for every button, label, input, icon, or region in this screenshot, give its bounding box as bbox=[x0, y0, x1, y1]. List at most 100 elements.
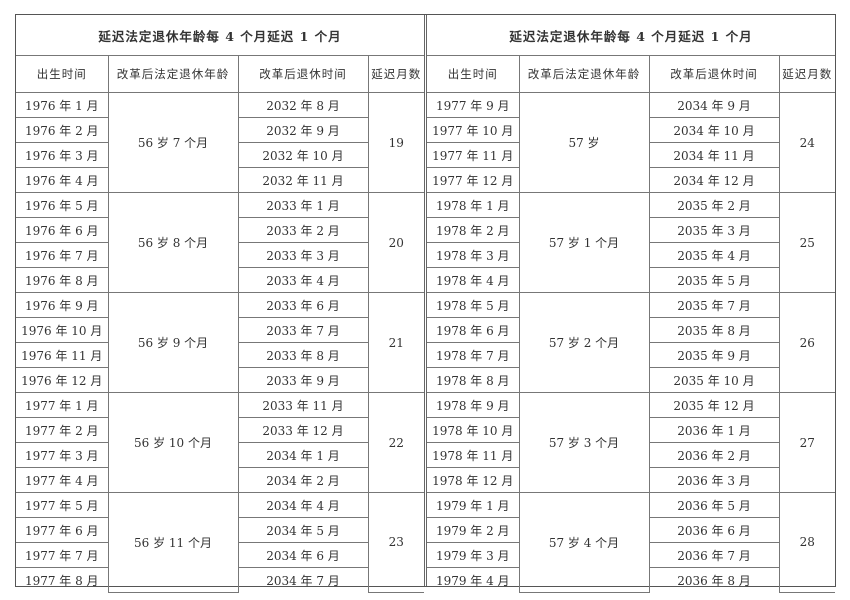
retirement-age-cell: 57 岁 4 个月 bbox=[518, 492, 650, 593]
birth-date-cell: 1977 年 11 月 bbox=[427, 142, 520, 168]
retirement-date-cell: 2035 年 8 月 bbox=[648, 317, 779, 343]
retirement-age-cell: 57 岁 3 个月 bbox=[518, 392, 650, 493]
birth-date-cell: 1977 年 1 月 bbox=[16, 392, 109, 418]
table-row: 1977 年 5 月 56 岁 11 个月 2034 年 4 月 23 bbox=[16, 492, 424, 593]
retirement-date-cell: 2036 年 7 月 bbox=[648, 542, 779, 568]
delay-months-cell: 25 bbox=[778, 192, 835, 293]
retirement-date-cell: 2034 年 5 月 bbox=[237, 517, 368, 543]
retirement-date-cell: 2033 年 4 月 bbox=[237, 267, 368, 293]
birth-date-cell: 1976 年 12 月 bbox=[16, 367, 109, 393]
birth-date-cell: 1979 年 2 月 bbox=[427, 517, 520, 543]
column-header: 出生时间 bbox=[427, 55, 520, 93]
retirement-date-cell: 2036 年 8 月 bbox=[648, 567, 779, 592]
table-row: 1978 年 4 月 2035 年 5 月 bbox=[427, 267, 835, 293]
delay-months-cell: 21 bbox=[367, 292, 424, 393]
table-row: 1976 年 5 月 56 岁 8 个月 2033 年 1 月 20 bbox=[16, 192, 424, 293]
birth-date-cell: 1976 年 8 月 bbox=[16, 267, 109, 293]
retirement-age-cell: 56 岁 10 个月 bbox=[107, 392, 239, 493]
table-row: 1976 年 12 月 2033 年 9 月 bbox=[16, 367, 424, 393]
retirement-date-cell: 2033 年 2 月 bbox=[237, 217, 368, 243]
table-left-container: 延迟法定退休年龄每 4 个月延迟 1 个月 出生时间 改革后法定退休年龄 改革后退休时… bbox=[16, 15, 424, 593]
retirement-date-cell: 2036 年 2 月 bbox=[648, 442, 779, 468]
table-row: 1977 年 11 月 2034 年 11 月 bbox=[427, 142, 835, 168]
retirement-date-cell: 2035 年 10 月 bbox=[648, 367, 779, 393]
birth-date-cell: 1977 年 12 月 bbox=[427, 167, 520, 193]
retirement-date-cell: 2033 年 12 月 bbox=[237, 417, 368, 443]
retirement-age-cell: 56 岁 8 个月 bbox=[107, 192, 239, 293]
retirement-age-cell: 57 岁 1 个月 bbox=[518, 192, 650, 293]
table-row: 1977 年 9 月 57 岁 2034 年 9 月 24 bbox=[427, 92, 835, 193]
column-header: 改革后退休时间 bbox=[648, 55, 780, 93]
header-row: 出生时间 改革后法定退休年龄 改革后退休时间 延迟月数 bbox=[16, 55, 424, 93]
retirement-date-cell: 2035 年 2 月 bbox=[648, 192, 780, 218]
retirement-table-left: 延迟法定退休年龄每 4 个月延迟 1 个月 出生时间 改革后法定退休年龄 改革后退休时… bbox=[16, 15, 424, 593]
retirement-date-cell: 2033 年 3 月 bbox=[237, 242, 368, 268]
retirement-date-cell: 2035 年 3 月 bbox=[648, 217, 779, 243]
retirement-date-cell: 2034 年 4 月 bbox=[237, 492, 369, 518]
birth-date-cell: 1976 年 11 月 bbox=[16, 342, 109, 368]
retirement-table-right: 延迟法定退休年龄每 4 个月延迟 1 个月 出生时间 改革后法定退休年龄 改革后退休时… bbox=[427, 15, 835, 593]
birth-date-cell: 1978 年 2 月 bbox=[427, 217, 520, 243]
column-header: 延迟月数 bbox=[778, 55, 835, 93]
birth-date-cell: 1976 年 5 月 bbox=[16, 192, 109, 218]
table-row: 1978 年 6 月 2035 年 8 月 bbox=[427, 317, 835, 343]
delay-months-cell: 22 bbox=[367, 392, 424, 493]
column-header: 改革后法定退休年龄 bbox=[518, 55, 650, 93]
table-row: 1978 年 9 月 57 岁 3 个月 2035 年 12 月 27 bbox=[427, 392, 835, 493]
title-row: 延迟法定退休年龄每 4 个月延迟 1 个月 bbox=[427, 15, 835, 56]
retirement-age-cell: 56 岁 9 个月 bbox=[107, 292, 239, 393]
retirement-date-cell: 2036 年 3 月 bbox=[648, 467, 779, 493]
retirement-date-cell: 2034 年 7 月 bbox=[237, 567, 368, 592]
birth-date-cell: 1977 年 4 月 bbox=[16, 467, 109, 493]
column-header: 改革后退休时间 bbox=[237, 55, 369, 93]
table-row: 1976 年 8 月 2033 年 4 月 bbox=[16, 267, 424, 293]
delay-months-cell: 26 bbox=[778, 292, 835, 393]
retirement-date-cell: 2034 年 9 月 bbox=[648, 92, 780, 118]
birth-date-cell: 1979 年 3 月 bbox=[427, 542, 520, 568]
retirement-age-cell: 57 岁 bbox=[518, 92, 650, 193]
birth-date-cell: 1976 年 7 月 bbox=[16, 242, 109, 268]
column-header: 延迟月数 bbox=[367, 55, 424, 93]
table-row: 1976 年 11 月 2033 年 8 月 bbox=[16, 342, 424, 368]
birth-date-cell: 1977 年 9 月 bbox=[427, 92, 520, 118]
birth-date-cell: 1978 年 9 月 bbox=[427, 392, 520, 418]
retirement-date-cell: 2034 年 6 月 bbox=[237, 542, 368, 568]
retirement-date-cell: 2032 年 10 月 bbox=[237, 142, 368, 168]
retirement-date-cell: 2032 年 8 月 bbox=[237, 92, 369, 118]
table-row: 1976 年 6 月 2033 年 2 月 bbox=[16, 217, 424, 243]
header-row: 出生时间 改革后法定退休年龄 改革后退休时间 延迟月数 bbox=[427, 55, 835, 93]
delay-months-cell: 27 bbox=[778, 392, 835, 493]
table-title: 延迟法定退休年龄每 4 个月延迟 1 个月 bbox=[427, 15, 835, 56]
birth-date-cell: 1978 年 12 月 bbox=[427, 467, 520, 493]
birth-date-cell: 1977 年 6 月 bbox=[16, 517, 109, 543]
table-row: 1978 年 1 月 57 岁 1 个月 2035 年 2 月 25 bbox=[427, 192, 835, 293]
table-row: 1978 年 3 月 2035 年 4 月 bbox=[427, 242, 835, 268]
table-row: 1977 年 12 月 2034 年 12 月 bbox=[427, 167, 835, 193]
retirement-date-cell: 2034 年 11 月 bbox=[648, 142, 779, 168]
table-right-container: 延迟法定退休年龄每 4 个月延迟 1 个月 出生时间 改革后法定退休年龄 改革后退休时… bbox=[424, 15, 835, 593]
birth-date-cell: 1977 年 7 月 bbox=[16, 542, 109, 568]
title-row: 延迟法定退休年龄每 4 个月延迟 1 个月 bbox=[16, 15, 424, 56]
birth-date-cell: 1978 年 10 月 bbox=[427, 417, 520, 443]
retirement-date-cell: 2034 年 12 月 bbox=[648, 167, 779, 193]
delay-months-cell: 19 bbox=[367, 92, 424, 193]
retirement-date-cell: 2034 年 1 月 bbox=[237, 442, 368, 468]
table-row: 1976 年 10 月 2033 年 7 月 bbox=[16, 317, 424, 343]
birth-date-cell: 1977 年 8 月 bbox=[16, 567, 109, 592]
retirement-age-cell: 57 岁 2 个月 bbox=[518, 292, 650, 393]
retirement-date-cell: 2035 年 7 月 bbox=[648, 292, 780, 318]
delay-months-cell: 20 bbox=[367, 192, 424, 293]
retirement-date-cell: 2036 年 6 月 bbox=[648, 517, 779, 543]
retirement-date-cell: 2032 年 9 月 bbox=[237, 117, 368, 143]
retirement-date-cell: 2034 年 10 月 bbox=[648, 117, 779, 143]
delay-months-cell: 28 bbox=[778, 492, 835, 593]
table-row: 1978 年 7 月 2035 年 9 月 bbox=[427, 342, 835, 368]
birth-date-cell: 1976 年 3 月 bbox=[16, 142, 109, 168]
retirement-date-cell: 2035 年 5 月 bbox=[648, 267, 779, 293]
table-row: 1979 年 1 月 57 岁 4 个月 2036 年 5 月 28 bbox=[427, 492, 835, 593]
retirement-date-cell: 2032 年 11 月 bbox=[237, 167, 368, 193]
table-row: 1977 年 1 月 56 岁 10 个月 2033 年 11 月 22 bbox=[16, 392, 424, 493]
birth-date-cell: 1978 年 4 月 bbox=[427, 267, 520, 293]
table-title: 延迟法定退休年龄每 4 个月延迟 1 个月 bbox=[16, 15, 424, 56]
retirement-date-cell: 2033 年 8 月 bbox=[237, 342, 368, 368]
